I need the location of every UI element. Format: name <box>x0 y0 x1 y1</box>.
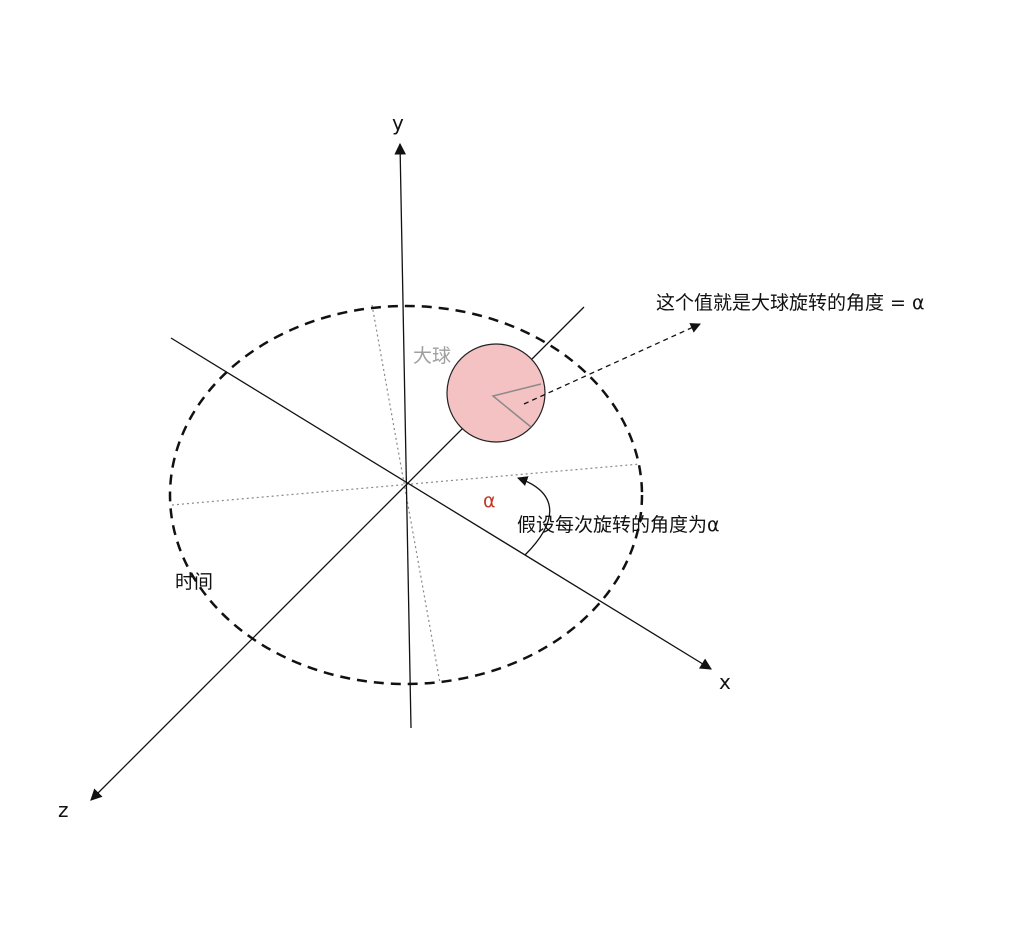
x-axis <box>170 337 712 670</box>
assumption-text: 假设每次旋转的角度为α <box>517 514 720 536</box>
alpha-symbol: α <box>483 490 496 512</box>
orbit-helper-line-horizontal <box>171 463 641 506</box>
z-axis-label: z <box>58 798 69 822</box>
ball-label: 大球 <box>413 345 451 367</box>
orbit-helper-line-vertical <box>371 304 441 684</box>
alpha-curved-arrow <box>517 476 551 556</box>
y-axis <box>394 142 412 729</box>
orbit-ellipse <box>168 304 644 686</box>
orbit-label: 时间 <box>175 571 213 593</box>
callout-arrow <box>523 323 701 405</box>
y-axis-label: y <box>392 111 404 135</box>
ball-rotation-angle-wedge <box>491 383 542 428</box>
rotation-angle-callout: 这个值就是大球旋转的角度 = α <box>656 292 925 314</box>
x-axis-label: x <box>719 670 731 694</box>
